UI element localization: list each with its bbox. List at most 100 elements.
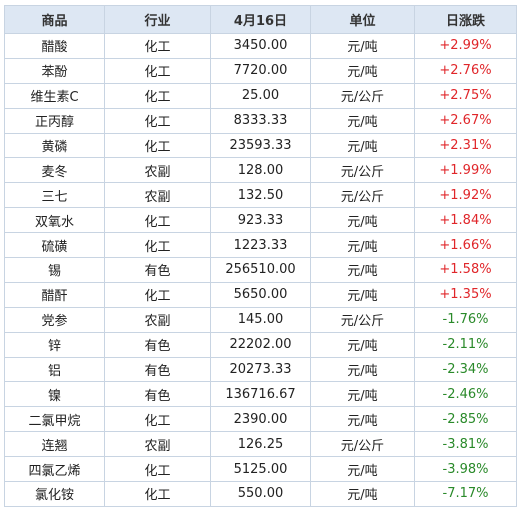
unit-cell: 元/公斤: [310, 82, 415, 109]
table-row: 三七 农副 132.50 元/公斤 +1.92%: [4, 182, 517, 209]
commodity-cell: 正丙醇: [4, 107, 105, 134]
unit-cell: 元/吨: [310, 232, 415, 259]
price-cell: 8333.33: [210, 107, 311, 134]
table-row: 党参 农副 145.00 元/公斤 -1.76%: [4, 306, 517, 333]
unit-cell: 元/吨: [310, 381, 415, 408]
table-header-row: 商品 行业 4月16日 单位 日涨跌: [4, 5, 517, 34]
change-cell: +2.76%: [414, 57, 517, 84]
sector-cell: 农副: [104, 157, 211, 184]
unit-cell: 元/公斤: [310, 157, 415, 184]
sector-cell: 化工: [104, 82, 211, 109]
commodity-cell: 硫磺: [4, 232, 105, 259]
price-cell: 5650.00: [210, 281, 311, 308]
commodity-cell: 二氯甲烷: [4, 406, 105, 433]
table-row: 麦冬 农副 128.00 元/公斤 +1.99%: [4, 157, 517, 184]
commodity-cell: 醋酸: [4, 33, 105, 59]
commodity-cell: 麦冬: [4, 157, 105, 184]
sector-cell: 有色: [104, 381, 211, 408]
price-cell: 20273.33: [210, 356, 311, 383]
unit-cell: 元/吨: [310, 33, 415, 59]
change-cell: +1.99%: [414, 157, 517, 184]
header-daily-change: 日涨跌: [414, 5, 517, 34]
change-cell: -2.11%: [414, 331, 517, 358]
price-cell: 550.00: [210, 481, 311, 507]
commodity-cell: 镍: [4, 381, 105, 408]
price-cell: 25.00: [210, 82, 311, 109]
price-cell: 128.00: [210, 157, 311, 184]
table-row: 醋酸 化工 3450.00 元/吨 +2.99%: [4, 33, 517, 59]
commodity-cell: 连翘: [4, 431, 105, 458]
price-cell: 23593.33: [210, 132, 311, 159]
change-cell: +2.67%: [414, 107, 517, 134]
change-cell: -1.76%: [414, 306, 517, 333]
commodity-cell: 锡: [4, 257, 105, 283]
change-cell: +2.99%: [414, 33, 517, 59]
sector-cell: 有色: [104, 331, 211, 358]
price-cell: 256510.00: [210, 257, 311, 283]
unit-cell: 元/吨: [310, 257, 415, 283]
unit-cell: 元/吨: [310, 57, 415, 84]
price-cell: 5125.00: [210, 456, 311, 483]
sector-cell: 化工: [104, 281, 211, 308]
sector-cell: 化工: [104, 107, 211, 134]
unit-cell: 元/公斤: [310, 431, 415, 458]
commodity-cell: 氯化铵: [4, 481, 105, 507]
unit-cell: 元/吨: [310, 107, 415, 134]
price-cell: 2390.00: [210, 406, 311, 433]
change-cell: +1.66%: [414, 232, 517, 259]
unit-cell: 元/吨: [310, 281, 415, 308]
table-row: 连翘 农副 126.25 元/公斤 -3.81%: [4, 431, 517, 458]
table-row: 黄磷 化工 23593.33 元/吨 +2.31%: [4, 132, 517, 159]
table-row: 正丙醇 化工 8333.33 元/吨 +2.67%: [4, 107, 517, 134]
table-row: 苯酚 化工 7720.00 元/吨 +2.76%: [4, 57, 517, 84]
change-cell: -7.17%: [414, 481, 517, 507]
unit-cell: 元/吨: [310, 481, 415, 507]
sector-cell: 化工: [104, 232, 211, 259]
commodity-cell: 四氯乙烯: [4, 456, 105, 483]
commodity-cell: 铝: [4, 356, 105, 383]
sector-cell: 化工: [104, 481, 211, 507]
commodity-cell: 醋酐: [4, 281, 105, 308]
commodity-cell: 双氧水: [4, 207, 105, 234]
price-cell: 7720.00: [210, 57, 311, 84]
price-table-container: 商品 行业 4月16日 单位 日涨跌 醋酸 化工 3450.00 元/吨 +2.99% 苯…: [4, 5, 517, 507]
header-commodity: 商品: [4, 5, 105, 34]
change-cell: +1.92%: [414, 182, 517, 209]
price-cell: 923.33: [210, 207, 311, 234]
change-cell: -2.85%: [414, 406, 517, 433]
commodity-cell: 维生素C: [4, 82, 105, 109]
price-cell: 136716.67: [210, 381, 311, 408]
sector-cell: 农副: [104, 431, 211, 458]
sector-cell: 农副: [104, 306, 211, 333]
unit-cell: 元/吨: [310, 331, 415, 358]
table-row: 醋酐 化工 5650.00 元/吨 +1.35%: [4, 281, 517, 308]
sector-cell: 化工: [104, 456, 211, 483]
unit-cell: 元/公斤: [310, 182, 415, 209]
change-cell: +1.84%: [414, 207, 517, 234]
change-cell: +2.31%: [414, 132, 517, 159]
header-sector: 行业: [104, 5, 211, 34]
sector-cell: 化工: [104, 57, 211, 84]
price-cell: 22202.00: [210, 331, 311, 358]
commodity-cell: 苯酚: [4, 57, 105, 84]
commodity-price-table: 商品 行业 4月16日 单位 日涨跌 醋酸 化工 3450.00 元/吨 +2.99% 苯…: [4, 5, 517, 507]
unit-cell: 元/吨: [310, 456, 415, 483]
table-body: 醋酸 化工 3450.00 元/吨 +2.99% 苯酚 化工 7720.00 元/吨 +2.76%…: [4, 33, 517, 507]
commodity-cell: 锌: [4, 331, 105, 358]
commodity-cell: 三七: [4, 182, 105, 209]
change-cell: -3.98%: [414, 456, 517, 483]
sector-cell: 农副: [104, 182, 211, 209]
unit-cell: 元/公斤: [310, 306, 415, 333]
price-cell: 1223.33: [210, 232, 311, 259]
sector-cell: 化工: [104, 33, 211, 59]
commodity-cell: 黄磷: [4, 132, 105, 159]
sector-cell: 有色: [104, 257, 211, 283]
sector-cell: 有色: [104, 356, 211, 383]
table-row: 硫磺 化工 1223.33 元/吨 +1.66%: [4, 232, 517, 259]
table-row: 维生素C 化工 25.00 元/公斤 +2.75%: [4, 82, 517, 109]
header-price-date: 4月16日: [210, 5, 311, 34]
table-row: 氯化铵 化工 550.00 元/吨 -7.17%: [4, 481, 517, 507]
sector-cell: 化工: [104, 132, 211, 159]
price-cell: 145.00: [210, 306, 311, 333]
change-cell: +1.58%: [414, 257, 517, 283]
